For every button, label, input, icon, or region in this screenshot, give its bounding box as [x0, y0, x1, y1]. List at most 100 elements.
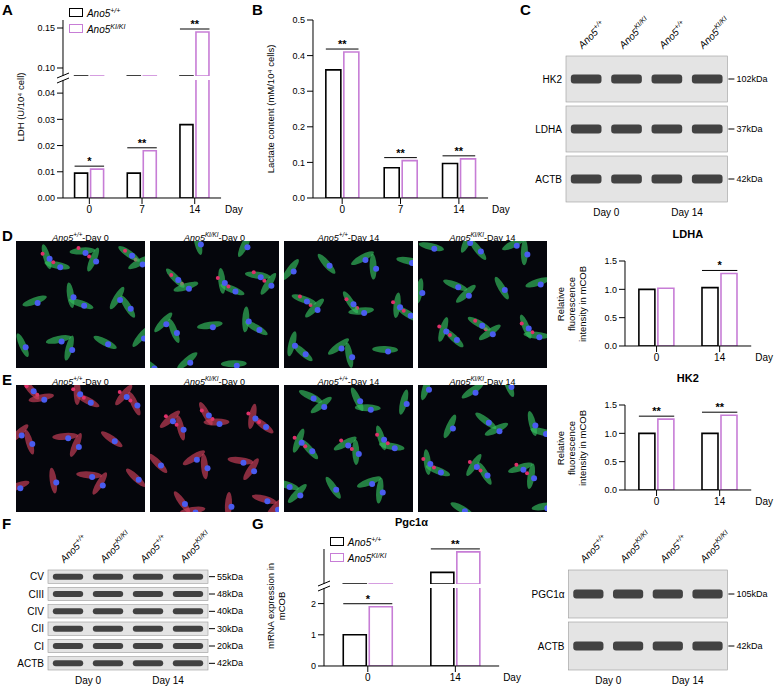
- svg-text:102kDa: 102kDa: [736, 74, 767, 84]
- html-text:Ano5: Ano5: [98, 540, 123, 565]
- svg-text:CIV: CIV: [27, 606, 44, 617]
- svg-text:42kDa: 42kDa: [736, 641, 762, 651]
- svg-text:7: 7: [139, 204, 145, 215]
- svg-text:0.00: 0.00: [37, 193, 55, 203]
- svg-text:0.1: 0.1: [292, 158, 305, 168]
- svg-text:0: 0: [311, 661, 316, 671]
- html-text:Ano5: Ano5: [618, 540, 643, 565]
- html-text:Ano5: Ano5: [58, 540, 83, 565]
- svg-text:Day 14: Day 14: [152, 675, 184, 686]
- html-text:Ano5: Ano5: [657, 26, 682, 51]
- svg-text:Day: Day: [492, 204, 510, 215]
- html-text:mRNA expression in mCOB: mRNA expression in mCOB: [265, 562, 287, 649]
- svg-text:PGC1α: PGC1α: [531, 589, 564, 600]
- svg-text:0.5: 0.5: [604, 313, 617, 323]
- svg-text:0.3: 0.3: [292, 86, 305, 96]
- html-text:Ano5: Ano5: [578, 540, 603, 565]
- svg-text:0.04: 0.04: [37, 88, 55, 98]
- svg-text:1: 1: [311, 630, 316, 640]
- svg-text:**: **: [652, 405, 661, 417]
- svg-text:**: **: [396, 147, 405, 159]
- svg-text:**: **: [451, 538, 460, 550]
- svg-text:Day: Day: [755, 352, 773, 363]
- svg-text:0.0: 0.0: [292, 193, 305, 203]
- html-text:KI/KI: KI/KI: [193, 529, 210, 545]
- svg-text:40kDa: 40kDa: [217, 606, 243, 616]
- html-text:Ano5: Ano5: [138, 540, 163, 565]
- svg-text:42kDa: 42kDa: [217, 658, 243, 668]
- svg-text:0: 0: [365, 672, 371, 683]
- svg-text:**: **: [715, 401, 724, 413]
- svg-text:0: 0: [86, 204, 92, 215]
- svg-text:0.10: 0.10: [37, 63, 55, 73]
- svg-text:14: 14: [714, 496, 726, 507]
- svg-text:*: *: [717, 259, 722, 271]
- svg-text:14: 14: [189, 204, 201, 215]
- svg-text:0.5: 0.5: [604, 457, 617, 467]
- svg-text:Day 0: Day 0: [75, 675, 102, 686]
- svg-text:0.5: 0.5: [292, 15, 305, 25]
- svg-text:2: 2: [311, 599, 316, 609]
- svg-text:Day 14: Day 14: [672, 675, 704, 686]
- html-text:KI/KI: KI/KI: [713, 15, 729, 31]
- svg-text:LDHA: LDHA: [535, 124, 562, 135]
- svg-text:0.4: 0.4: [292, 51, 305, 61]
- svg-text:105kDa: 105kDa: [736, 589, 767, 599]
- svg-text:ACTB: ACTB: [538, 641, 565, 652]
- svg-text:Day: Day: [503, 672, 521, 683]
- svg-text:CV: CV: [30, 571, 44, 582]
- html-text:Ano5: Ano5: [697, 540, 722, 565]
- svg-text:CII: CII: [31, 623, 44, 634]
- svg-text:**: **: [190, 18, 199, 30]
- svg-text:1.0: 1.0: [604, 285, 617, 295]
- svg-text:1.0: 1.0: [604, 429, 617, 439]
- html-text:Ano5: Ano5: [178, 540, 203, 565]
- svg-text:14: 14: [453, 204, 465, 215]
- svg-text:1.5: 1.5: [604, 256, 617, 266]
- html-text:Relative fluorescence intensit: Relative fluorescence intensity in mCOB: [555, 265, 588, 342]
- svg-text:**: **: [455, 145, 464, 157]
- svg-text:Day 0: Day 0: [593, 207, 620, 218]
- svg-text:0.0: 0.0: [604, 341, 617, 351]
- html-text:Ano5: Ano5: [616, 26, 641, 51]
- svg-text:CI: CI: [34, 641, 44, 652]
- svg-text:0: 0: [654, 496, 660, 507]
- svg-text:Day 0: Day 0: [595, 675, 622, 686]
- svg-text:20kDa: 20kDa: [217, 641, 243, 651]
- html-text:Ano5: Ano5: [576, 26, 601, 51]
- svg-text:7: 7: [398, 204, 404, 215]
- svg-text:14: 14: [450, 672, 462, 683]
- html-text:KI/KI: KI/KI: [632, 15, 648, 31]
- svg-text:14: 14: [714, 352, 726, 363]
- svg-text:**: **: [138, 137, 147, 149]
- svg-text:Day 14: Day 14: [671, 207, 703, 218]
- svg-text:30kDa: 30kDa: [217, 624, 243, 634]
- svg-text:55kDa: 55kDa: [217, 572, 243, 582]
- svg-text:ACTB: ACTB: [17, 658, 44, 669]
- svg-text:Day: Day: [225, 204, 243, 215]
- svg-text:37kDa: 37kDa: [736, 124, 762, 134]
- svg-text:Day: Day: [755, 496, 773, 507]
- svg-text:42kDa: 42kDa: [736, 174, 762, 184]
- svg-text:0.0: 0.0: [604, 485, 617, 495]
- svg-text:0: 0: [654, 352, 660, 363]
- html-text:KI/KI: KI/KI: [633, 529, 650, 545]
- html-text:Ano5: Ano5: [658, 540, 683, 565]
- html-text:Ano5: Ano5: [697, 26, 722, 51]
- svg-text:CIII: CIII: [28, 589, 44, 600]
- svg-text:0: 0: [339, 204, 345, 215]
- svg-text:48kDa: 48kDa: [217, 589, 243, 599]
- svg-text:1.5: 1.5: [604, 400, 617, 410]
- svg-text:0.01: 0.01: [37, 167, 55, 177]
- svg-text:0.2: 0.2: [292, 122, 305, 132]
- svg-text:*: *: [365, 593, 370, 605]
- svg-text:HK2: HK2: [543, 74, 563, 85]
- svg-text:0.02: 0.02: [37, 141, 55, 151]
- html-text:KI/KI: KI/KI: [113, 529, 130, 545]
- svg-text:*: *: [87, 155, 92, 167]
- svg-text:**: **: [338, 38, 347, 50]
- svg-text:0.03: 0.03: [37, 115, 55, 125]
- svg-text:0.15: 0.15: [37, 23, 55, 33]
- html-text:Relative fluorescence intensit: Relative fluorescence intensity in mCOB: [555, 409, 588, 486]
- svg-text:ACTB: ACTB: [535, 174, 562, 185]
